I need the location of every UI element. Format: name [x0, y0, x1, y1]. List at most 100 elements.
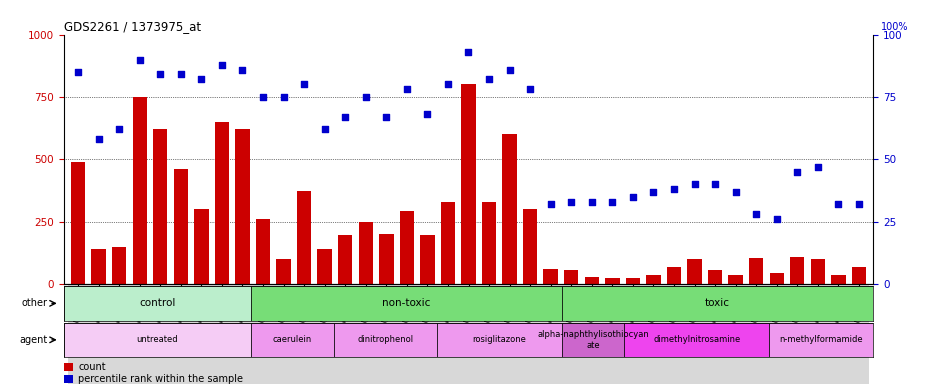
Bar — [64, 323, 250, 357]
Bar — [232, 284, 253, 384]
Text: untreated: untreated — [136, 335, 178, 344]
Text: agent: agent — [20, 335, 48, 345]
Point — [235, 66, 250, 73]
Point — [810, 164, 825, 170]
Point — [727, 189, 742, 195]
Bar — [250, 286, 562, 321]
Bar — [727, 275, 742, 284]
Bar — [562, 286, 872, 321]
Bar — [71, 162, 85, 284]
Point — [153, 71, 168, 78]
Bar — [540, 284, 561, 384]
Bar — [150, 284, 170, 384]
Bar — [173, 169, 188, 284]
Bar — [212, 284, 232, 384]
Bar — [748, 258, 763, 284]
Bar — [64, 375, 73, 383]
Bar — [851, 266, 865, 284]
Point — [297, 81, 312, 88]
Point — [543, 201, 558, 207]
Bar — [276, 259, 290, 284]
Point — [256, 94, 271, 100]
Point — [214, 61, 229, 68]
Bar — [253, 284, 273, 384]
Point — [399, 86, 414, 93]
Point — [378, 114, 393, 120]
Text: dimethylnitrosamine: dimethylnitrosamine — [652, 335, 739, 344]
Bar — [273, 284, 294, 384]
Bar — [235, 129, 249, 284]
Point — [316, 126, 331, 132]
Bar — [317, 249, 331, 284]
Bar — [400, 210, 414, 284]
Point — [111, 126, 126, 132]
Bar — [563, 270, 578, 284]
Point — [768, 216, 783, 222]
Bar — [379, 234, 393, 284]
Point — [440, 81, 455, 88]
Bar — [642, 284, 663, 384]
Text: 100%: 100% — [881, 22, 908, 32]
Bar — [745, 284, 766, 384]
Bar — [333, 323, 437, 357]
Text: alpha-naphthylisothiocyan
ate: alpha-naphthylisothiocyan ate — [536, 330, 649, 349]
Text: other: other — [22, 298, 48, 308]
Point — [563, 199, 578, 205]
Bar — [334, 284, 355, 384]
Point — [584, 199, 599, 205]
Bar — [129, 284, 150, 384]
Bar — [602, 284, 622, 384]
Bar — [827, 284, 848, 384]
Point — [748, 211, 763, 217]
Point — [173, 71, 188, 78]
Point — [665, 186, 680, 192]
Text: non-toxic: non-toxic — [382, 298, 430, 308]
Point — [337, 114, 352, 120]
Text: count: count — [79, 362, 106, 372]
Bar — [396, 284, 417, 384]
Bar — [707, 270, 722, 284]
Point — [789, 169, 804, 175]
Bar — [437, 323, 562, 357]
Point — [605, 199, 620, 205]
Bar — [622, 284, 642, 384]
Bar — [646, 275, 660, 284]
Text: percentile rank within the sample: percentile rank within the sample — [79, 374, 243, 384]
Bar — [522, 209, 536, 284]
Text: caerulein: caerulein — [272, 335, 312, 344]
Bar — [848, 284, 869, 384]
Bar — [768, 323, 872, 357]
Point — [481, 76, 496, 83]
Bar — [519, 284, 540, 384]
Bar — [294, 284, 314, 384]
Bar — [499, 284, 519, 384]
Bar — [663, 284, 683, 384]
Bar — [338, 235, 352, 284]
Point — [502, 66, 517, 73]
Bar — [683, 284, 704, 384]
Bar — [786, 284, 807, 384]
Bar — [419, 235, 434, 284]
Bar — [458, 284, 478, 384]
Bar — [355, 284, 375, 384]
Bar — [666, 266, 680, 284]
Bar — [478, 284, 499, 384]
Bar — [830, 275, 844, 284]
Bar — [170, 284, 191, 384]
Bar — [810, 259, 824, 284]
Text: n-methylformamide: n-methylformamide — [779, 335, 862, 344]
Bar — [623, 323, 768, 357]
Bar — [584, 276, 598, 284]
Bar — [153, 129, 168, 284]
Bar — [88, 284, 109, 384]
Point — [624, 194, 639, 200]
Bar — [417, 284, 437, 384]
Bar — [314, 284, 334, 384]
Point — [70, 69, 85, 75]
Bar — [766, 284, 786, 384]
Point — [194, 76, 209, 83]
Bar — [358, 222, 373, 284]
Bar — [375, 284, 396, 384]
Bar — [543, 269, 557, 284]
Bar — [502, 134, 517, 284]
